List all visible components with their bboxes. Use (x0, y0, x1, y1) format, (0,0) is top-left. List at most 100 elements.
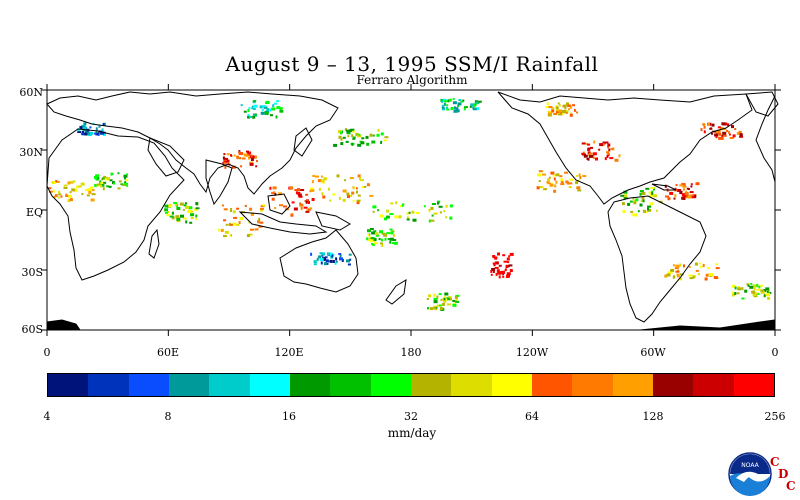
rain-pixel (321, 192, 324, 196)
rain-pixel (639, 190, 644, 193)
rain-pixel (246, 153, 250, 156)
colorbar-tick-256: 256 (764, 410, 786, 423)
rain-pixel (452, 303, 457, 307)
rain-pixel (695, 269, 699, 272)
rain-pixel (377, 209, 380, 212)
new-guinea-outline (315, 211, 351, 231)
rain-pixel (384, 217, 387, 221)
rain-pixel (614, 158, 619, 162)
rain-pixel (311, 180, 314, 184)
rain-pixel (166, 214, 171, 217)
rain-pixel (509, 269, 513, 272)
rain-pixel (568, 108, 570, 111)
rain-pixel (502, 254, 506, 257)
rain-pixel (452, 299, 456, 302)
rain-pixel (688, 274, 693, 277)
rain-pixel (551, 107, 555, 110)
rain-pixel (378, 238, 381, 241)
rain-pixel (352, 136, 356, 139)
colorbar-swatch-2 (128, 374, 169, 396)
rain-pixel (443, 297, 446, 301)
rain-pixel (392, 233, 395, 237)
rain-pixel (328, 187, 330, 191)
rain-pixel (223, 153, 226, 156)
rain-pixel (254, 113, 257, 117)
rain-pixel (251, 107, 254, 110)
rain-pixel (394, 215, 399, 219)
rain-pixel (506, 275, 509, 278)
rain-pixel (572, 104, 575, 107)
rain-pixel (538, 170, 543, 173)
rain-pixel (60, 195, 63, 198)
rain-pixel (69, 181, 73, 183)
rain-pixel (555, 180, 558, 184)
rain-pixel (232, 222, 237, 226)
rain-pixel (750, 283, 753, 285)
rain-pixel (679, 273, 684, 276)
rain-pixel (190, 216, 194, 219)
rain-pixel (595, 157, 598, 161)
rain-pixel (547, 113, 552, 117)
rain-pixel (278, 192, 283, 196)
rain-pixel (99, 131, 104, 135)
rain-pixel (406, 218, 410, 221)
rain-pixel (254, 228, 259, 231)
rain-pixel (176, 205, 179, 207)
colorbar-unit-label: mm/day (387, 426, 437, 440)
rain-pixel (444, 295, 447, 298)
rain-pixel (340, 142, 344, 146)
colorbar-tick-8: 8 (164, 410, 172, 423)
rain-pixel (55, 180, 58, 182)
rain-pixel (291, 213, 293, 216)
rain-pixel (509, 252, 514, 256)
rain-pixel (352, 130, 356, 133)
rain-pixel (357, 174, 361, 178)
rain-pixel (766, 290, 769, 293)
rain-pixel (63, 187, 68, 189)
rain-pixel (274, 207, 277, 209)
rain-pixel (428, 219, 431, 223)
rain-pixel (346, 259, 350, 263)
rain-pixel (430, 307, 433, 311)
rain-pixel (546, 181, 550, 185)
rain-pixel (559, 175, 563, 178)
rain-pixel (443, 300, 447, 303)
rain-pixel (691, 195, 696, 199)
rain-pixel (224, 165, 227, 169)
axis-ticks (41, 84, 781, 336)
rain-pixel (185, 205, 189, 209)
rain-pixel (175, 215, 180, 219)
rain-pixel (350, 128, 355, 131)
rain-pixel (538, 180, 541, 182)
rain-pixel (639, 192, 642, 196)
rain-pixel (609, 157, 614, 160)
rain-pixel (582, 175, 587, 177)
rain-pixel (411, 210, 415, 214)
rain-pixel (176, 207, 181, 210)
rain-pixel (728, 133, 731, 136)
india-outline (205, 159, 233, 206)
rain-pixel (342, 189, 347, 193)
rain-pixel (402, 203, 405, 206)
rain-pixel (664, 274, 668, 278)
rain-pixel (257, 220, 261, 224)
rain-pixel (326, 252, 330, 256)
rain-pixel (690, 185, 693, 188)
rain-pixel (194, 208, 198, 212)
rain-pixel (381, 232, 386, 235)
rain-pixel (433, 300, 438, 304)
rain-pixel (650, 202, 654, 206)
rain-pixel (758, 285, 761, 288)
rain-pixel (734, 292, 737, 295)
rain-pixel (71, 188, 76, 192)
rain-pixel (607, 143, 611, 147)
rain-pixel (496, 261, 499, 265)
colorbar-swatch-11 (491, 374, 532, 396)
rain-pixel (624, 194, 628, 198)
rain-pixel (758, 284, 763, 287)
rain-pixel (86, 194, 90, 197)
rain-pixel (736, 132, 740, 135)
rain-pixel (279, 109, 284, 113)
rain-pixel (320, 261, 323, 265)
rain-pixel (88, 133, 92, 136)
